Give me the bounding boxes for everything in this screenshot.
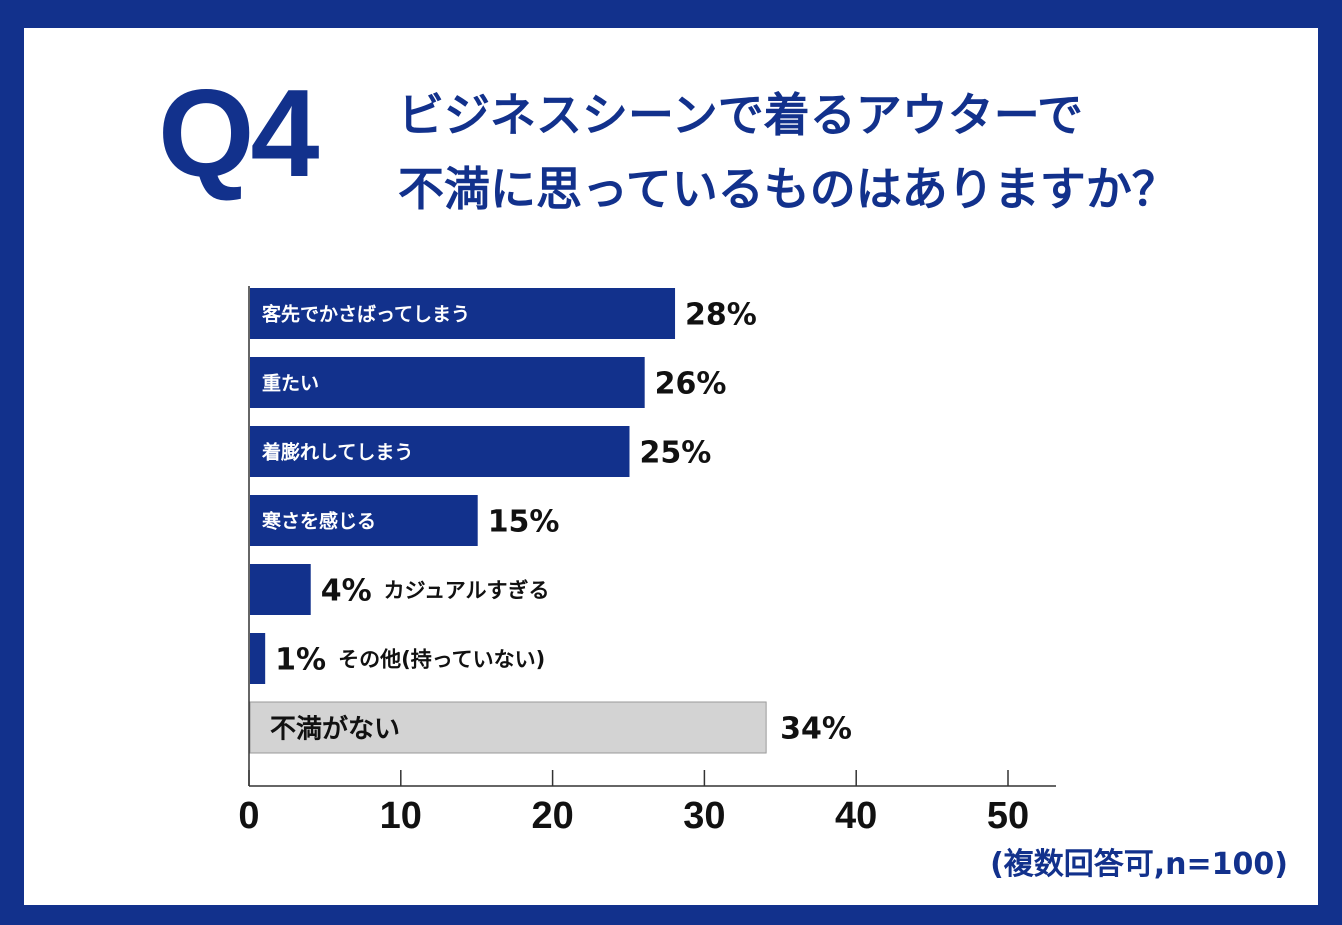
x-tick-label: 20 (531, 795, 573, 837)
value-label: 28% (685, 298, 757, 333)
question-title-line-1: ビジネスシーンで着るアウターで (398, 88, 1083, 142)
bar (250, 288, 676, 339)
category-label: 不満がない (270, 714, 400, 745)
category-label: 客先でかさばってしまう (262, 303, 470, 326)
question-number: Q4 (158, 65, 319, 203)
x-tick-label: 0 (238, 795, 259, 837)
bar (250, 564, 311, 615)
bar (250, 357, 645, 408)
x-tick-label: 30 (683, 795, 725, 837)
x-tick-label: 50 (987, 795, 1029, 837)
bar (250, 426, 630, 477)
category-label: カジュアルすぎる (384, 579, 550, 603)
category-label: その他(持っていない) (338, 648, 545, 672)
response-note: (複数回答可,n=100) (990, 847, 1288, 882)
value-label: 4% (321, 574, 372, 609)
value-label: 26% (655, 367, 727, 402)
category-label: 重たい (262, 373, 319, 395)
value-label: 25% (640, 436, 712, 471)
x-tick-label: 10 (380, 795, 422, 837)
value-label: 15% (488, 505, 560, 540)
bar (249, 701, 767, 754)
x-tick-label: 40 (835, 795, 877, 837)
question-title-line-2: 不満に思っているものはありますか？ (398, 162, 1178, 216)
card-frame (24, 28, 1318, 905)
category-label: 寒さを感じる (262, 510, 376, 533)
category-label: 着膨れしてしまう (262, 441, 413, 464)
value-label: 34% (780, 712, 852, 747)
bar (250, 633, 266, 684)
bar (250, 495, 478, 546)
value-label: 1% (275, 643, 326, 678)
